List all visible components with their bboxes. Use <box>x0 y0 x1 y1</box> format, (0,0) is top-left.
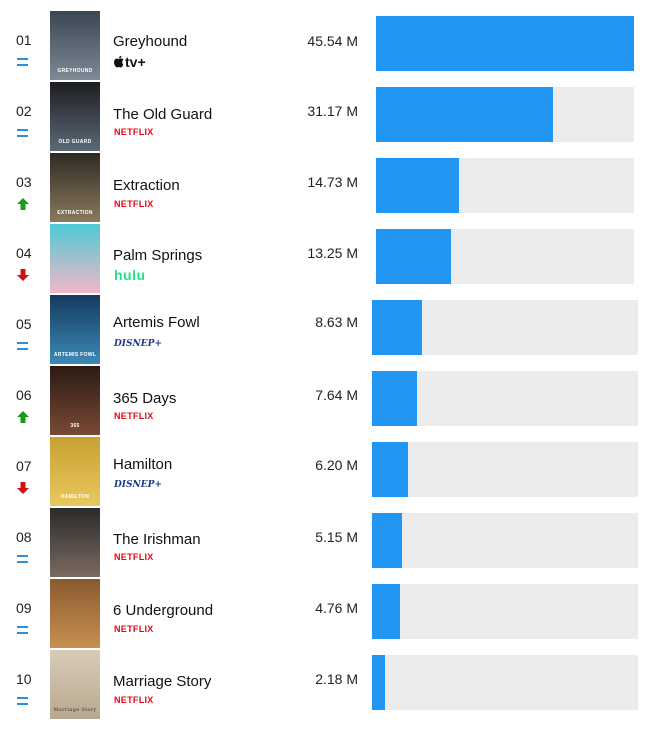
movie-poster-image[interactable]: Marriage Story <box>50 650 100 719</box>
viewers-value: 7.64 M <box>315 387 358 403</box>
viewers-bar-track <box>376 158 634 213</box>
trend-down-icon <box>16 268 30 287</box>
viewers-value: 31.17 M <box>307 103 358 119</box>
movie-title[interactable]: 365 Days <box>113 390 177 407</box>
rank-number: 08 <box>16 529 32 545</box>
poster-caption: EXTRACTION <box>57 210 93 216</box>
viewers-bar-track <box>372 300 638 355</box>
movie-title[interactable]: Greyhound <box>113 33 188 50</box>
viewers-bar-track <box>376 87 634 142</box>
poster-caption: Marriage Story <box>53 707 97 713</box>
rank-number: 05 <box>16 316 32 332</box>
rank-number: 03 <box>16 174 32 190</box>
service-label: NETFLIX <box>114 552 154 562</box>
viewers-value: 8.63 M <box>315 314 358 330</box>
viewers-bar-track <box>372 371 638 426</box>
viewers-value: 6.20 M <box>315 457 358 473</box>
movie-title[interactable]: 6 Underground <box>113 602 214 619</box>
movie-title[interactable]: The Old Guard <box>113 106 213 123</box>
viewers-bar-track <box>372 584 638 639</box>
apple-icon <box>114 54 125 70</box>
viewers-bar-fill <box>372 513 402 568</box>
movie-poster-image[interactable]: GREYHOUND <box>50 11 100 80</box>
movie-poster-image[interactable]: 365 <box>50 366 100 435</box>
movie-poster-image[interactable]: HAMILTON <box>50 437 100 506</box>
streaming-service-logo: NETFLIX <box>114 127 154 137</box>
rank-number: 01 <box>16 32 32 48</box>
viewers-value: 13.25 M <box>307 245 358 261</box>
poster-caption: GREYHOUND <box>57 68 93 74</box>
trend-unchanged-icon <box>16 54 30 70</box>
poster-caption: HAMILTON <box>60 494 90 500</box>
viewers-bar-fill <box>372 300 422 355</box>
streaming-service-logo: DISNEP+ <box>114 339 162 349</box>
viewers-bar-track <box>376 229 634 284</box>
rank-number: 10 <box>16 671 32 687</box>
movie-poster-image[interactable]: ARTEMIS FOWL <box>50 295 100 364</box>
service-label: NETFLIX <box>114 695 154 705</box>
movie-title[interactable]: Artemis Fowl <box>113 314 200 331</box>
movie-poster-image[interactable] <box>50 508 100 577</box>
movie-title[interactable]: Marriage Story <box>113 673 212 690</box>
movie-poster-image[interactable]: OLD GUARD <box>50 82 100 151</box>
rank-number: 04 <box>16 245 32 261</box>
rank-number: 09 <box>16 600 32 616</box>
trend-unchanged-icon <box>16 338 30 354</box>
service-label: DISNEP+ <box>114 339 162 349</box>
viewers-bar-fill <box>376 16 634 71</box>
viewers-bar-track <box>372 655 638 710</box>
movie-poster-image[interactable]: EXTRACTION <box>50 153 100 222</box>
movie-poster-image[interactable] <box>50 579 100 648</box>
viewers-bar-fill <box>376 158 459 213</box>
movie-title[interactable]: Palm Springs <box>113 247 203 264</box>
streaming-service-logo: DISNEP+ <box>114 480 162 490</box>
streaming-service-logo: NETFLIX <box>114 199 154 209</box>
streaming-service-logo: NETFLIX <box>114 624 154 634</box>
movie-title[interactable]: The Irishman <box>113 531 201 548</box>
viewers-bar-track <box>372 513 638 568</box>
viewers-bar-track <box>376 16 634 71</box>
service-label: NETFLIX <box>114 411 154 421</box>
movie-title[interactable]: Extraction <box>113 177 180 194</box>
poster-caption: 365 <box>70 423 80 429</box>
rank-number: 07 <box>16 458 32 474</box>
trend-unchanged-icon <box>16 125 30 141</box>
viewers-bar-track <box>372 442 638 497</box>
service-label: DISNEP+ <box>114 480 162 490</box>
movie-poster-image[interactable] <box>50 224 100 293</box>
viewers-value: 4.76 M <box>315 600 358 616</box>
trend-down-icon <box>16 481 30 500</box>
trend-up-icon <box>16 410 30 429</box>
viewers-value: 5.15 M <box>315 529 358 545</box>
movie-title[interactable]: Hamilton <box>113 456 173 473</box>
service-label: hulu <box>114 267 146 283</box>
streaming-service-logo: NETFLIX <box>114 552 154 562</box>
trend-unchanged-icon <box>16 622 30 638</box>
trend-up-icon <box>16 197 30 216</box>
viewers-value: 2.18 M <box>315 671 358 687</box>
poster-caption: OLD GUARD <box>58 139 92 145</box>
streaming-service-logo: NETFLIX <box>114 411 154 421</box>
viewers-bar-fill <box>372 584 400 639</box>
trend-unchanged-icon <box>16 693 30 709</box>
service-label: NETFLIX <box>114 199 154 209</box>
rank-number: 06 <box>16 387 32 403</box>
service-label: tv+ <box>125 54 146 70</box>
streaming-service-logo: hulu <box>114 267 146 283</box>
viewers-value: 45.54 M <box>307 33 358 49</box>
viewers-bar-fill <box>376 229 451 284</box>
trend-unchanged-icon <box>16 551 30 567</box>
poster-caption: ARTEMIS FOWL <box>53 352 97 358</box>
viewers-bar-fill <box>372 442 408 497</box>
rank-number: 02 <box>16 103 32 119</box>
viewers-bar-fill <box>372 371 417 426</box>
viewers-value: 14.73 M <box>307 174 358 190</box>
viewers-bar-fill <box>372 655 385 710</box>
streaming-service-logo: tv+ <box>114 54 146 70</box>
service-label: NETFLIX <box>114 624 154 634</box>
viewers-bar-fill <box>376 87 553 142</box>
service-label: NETFLIX <box>114 127 154 137</box>
streaming-service-logo: NETFLIX <box>114 695 154 705</box>
